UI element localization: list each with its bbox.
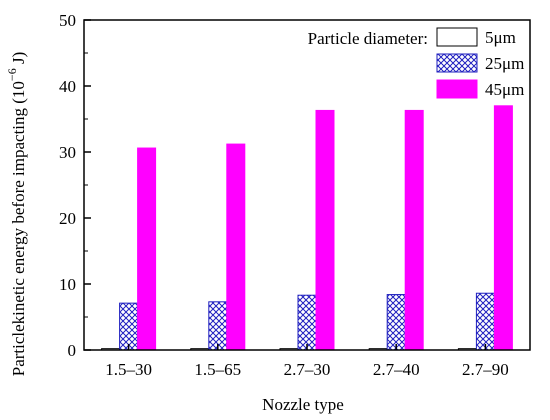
y-tick-label: 20 [59, 209, 76, 228]
legend-label-45μm: 45μm [485, 80, 524, 99]
x-tick-label: 1.5–65 [194, 360, 241, 379]
legend-label-5μm: 5μm [485, 28, 516, 47]
legend-title: Particle diameter: [308, 29, 428, 48]
bar-25μm-2.7–30 [297, 294, 317, 351]
legend-swatch-45μm [436, 79, 478, 99]
y-axis-title: Particlekinetic energy before impacting … [5, 52, 28, 377]
bar-45μm-2.7–90 [493, 105, 513, 351]
y-tick-label: 30 [59, 143, 76, 162]
bar-45μm-1.5–65 [226, 143, 246, 351]
legend: Particle diameter: 5μm 25μm 45μm [308, 27, 524, 99]
x-tick-label: 2.7–40 [373, 360, 420, 379]
axes-layer: 1.5–30 1.5–65 2.7–30 2.7–40 2.7–90 0 10 20 30 40 5… [59, 11, 531, 379]
bar-45μm-1.5–30 [137, 147, 157, 351]
bar-25μm-2.7–40 [386, 294, 406, 351]
y-tick-label: 50 [59, 11, 76, 30]
bar-45μm-2.7–30 [315, 109, 335, 351]
bars-layer [101, 105, 513, 351]
y-tick-label: 40 [59, 77, 76, 96]
legend-swatch-25μm [436, 53, 478, 73]
bar-45μm-2.7–40 [404, 109, 424, 351]
x-tick-label: 2.7–30 [284, 360, 331, 379]
y-tick-label: 10 [59, 275, 76, 294]
x-tick-label: 1.5–30 [105, 360, 152, 379]
x-tick-label: 2.7–90 [462, 360, 509, 379]
bar-25μm-1.5–65 [208, 301, 228, 351]
bar-25μm-1.5–30 [119, 302, 139, 351]
x-axis-title: Nozzle type [262, 395, 344, 414]
legend-swatch-5μm [436, 27, 478, 47]
y-tick-label: 0 [68, 341, 77, 360]
bar-25μm-2.7–90 [475, 292, 495, 351]
legend-label-25μm: 25μm [485, 54, 524, 73]
